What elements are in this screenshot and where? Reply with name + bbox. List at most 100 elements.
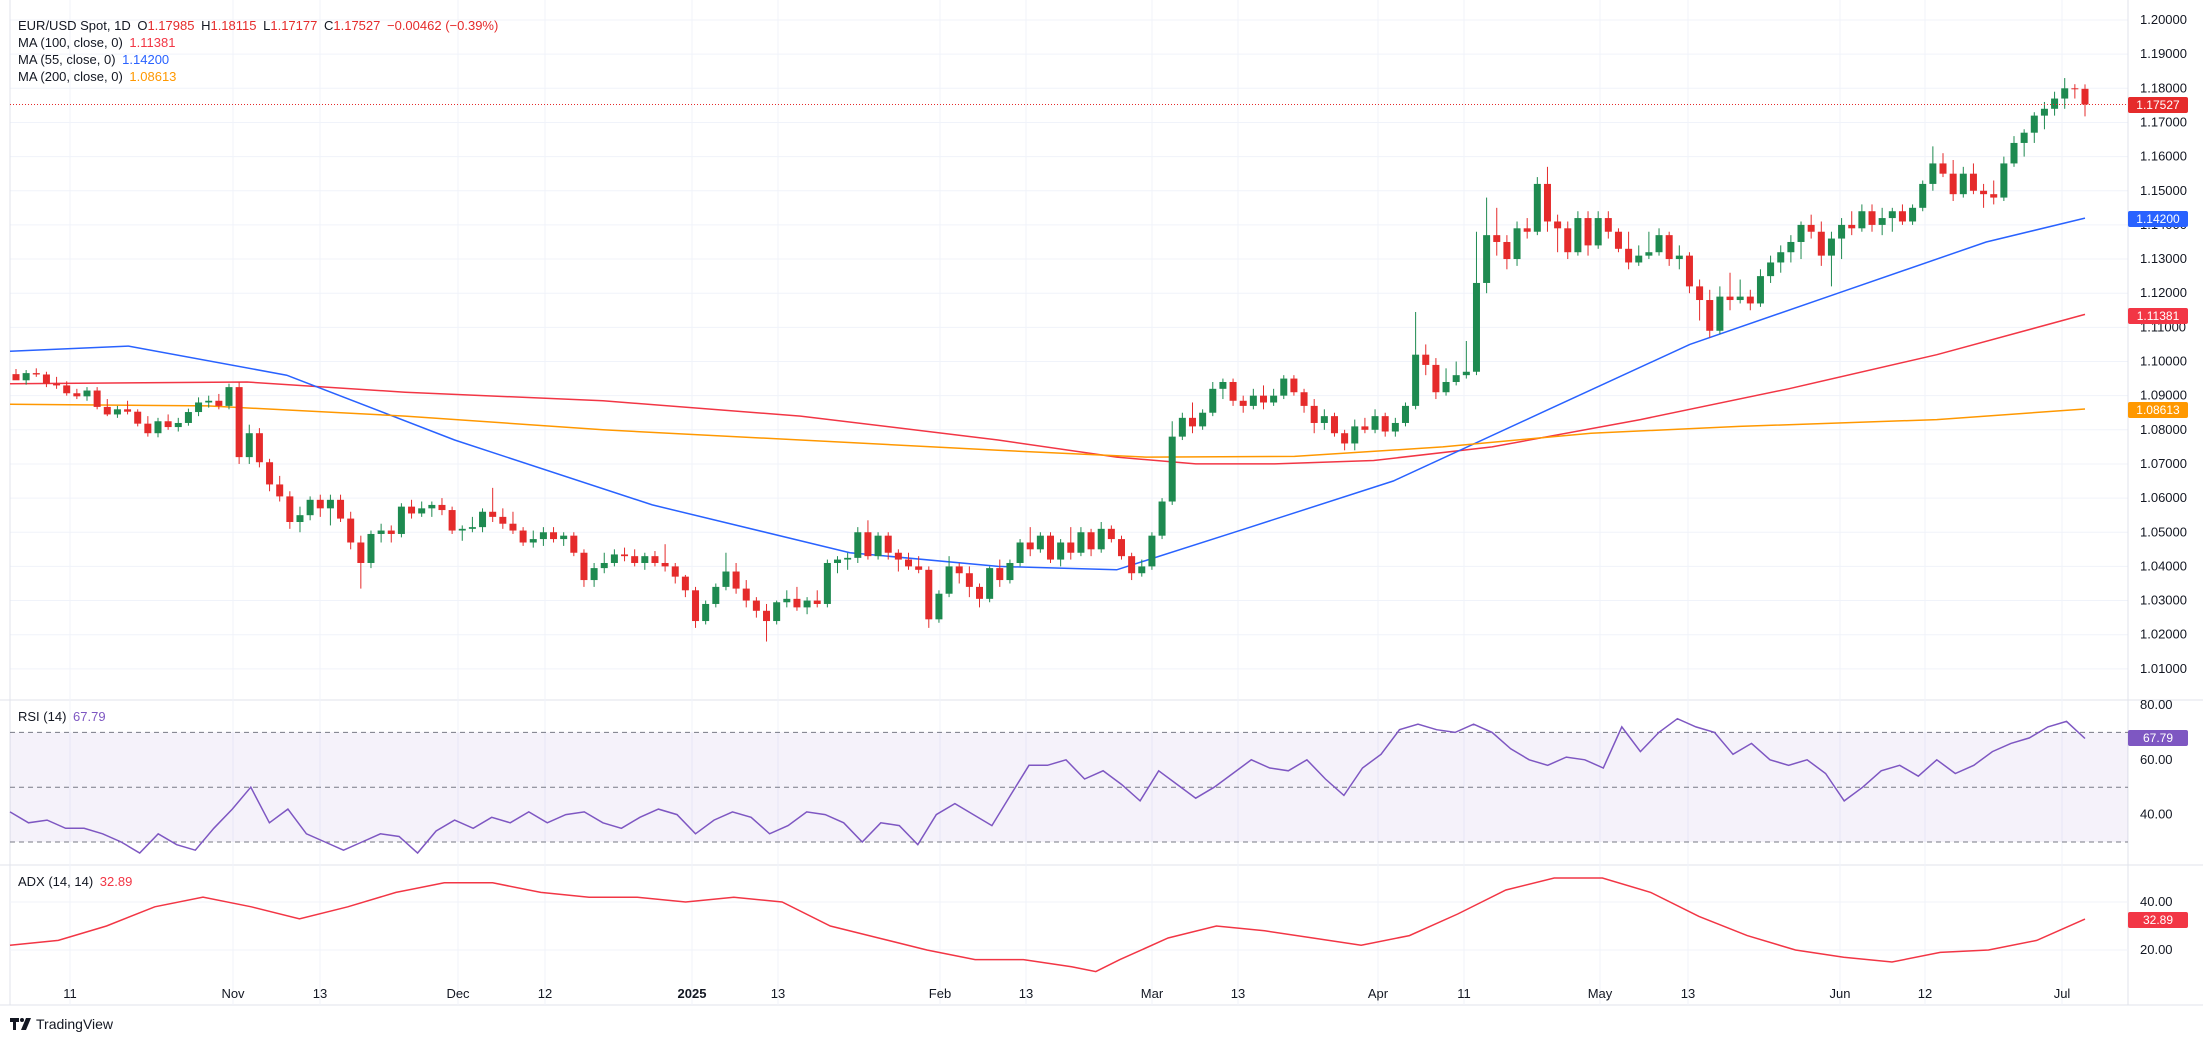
candle-body[interactable] (63, 385, 71, 394)
candle-body[interactable] (1523, 228, 1531, 232)
candle-body[interactable] (1554, 221, 1562, 229)
ma55-line[interactable] (9, 217, 2086, 571)
candle-body[interactable] (1878, 218, 1886, 225)
candle-body[interactable] (1188, 417, 1196, 427)
candle-body[interactable] (1036, 535, 1044, 550)
candle-body[interactable] (986, 568, 994, 599)
candle-body[interactable] (783, 598, 791, 603)
candle-body[interactable] (661, 562, 669, 567)
candle-body[interactable] (1574, 218, 1582, 253)
candle-body[interactable] (448, 510, 456, 531)
candle-body[interactable] (428, 504, 436, 509)
candle-body[interactable] (976, 586, 984, 599)
candle-body[interactable] (1635, 255, 1643, 263)
candle-body[interactable] (164, 421, 172, 428)
candle-body[interactable] (1249, 395, 1257, 406)
candle-body[interactable] (1330, 416, 1338, 434)
candle-body[interactable] (1827, 238, 1835, 256)
candle-body[interactable] (874, 535, 882, 557)
candle-body[interactable] (1756, 276, 1764, 304)
candle-body[interactable] (621, 554, 629, 557)
candle-body[interactable] (499, 516, 507, 524)
candle-body[interactable] (93, 390, 101, 407)
candle-body[interactable] (773, 602, 781, 622)
candle-body[interactable] (580, 552, 588, 581)
candle-body[interactable] (205, 400, 213, 403)
candle-body[interactable] (184, 412, 192, 423)
candle-body[interactable] (1685, 255, 1693, 287)
candle-body[interactable] (1361, 426, 1369, 430)
candle-body[interactable] (692, 590, 700, 622)
candle-body[interactable] (337, 499, 345, 519)
candle-body[interactable] (266, 462, 274, 485)
candle-body[interactable] (458, 528, 466, 531)
candle-body[interactable] (996, 568, 1004, 581)
candle-body[interactable] (519, 530, 527, 543)
candle-body[interactable] (1351, 426, 1359, 444)
candle-body[interactable] (124, 409, 132, 412)
candle-body[interactable] (296, 515, 304, 523)
candle-body[interactable] (316, 499, 324, 509)
candle-body[interactable] (1371, 416, 1379, 430)
candle-body[interactable] (915, 566, 923, 570)
candle-body[interactable] (367, 533, 375, 563)
candle-body[interactable] (1209, 388, 1217, 413)
rsi-line[interactable] (9, 717, 2086, 855)
candle-body[interactable] (1848, 224, 1856, 229)
candle-body[interactable] (2030, 115, 2038, 133)
candle-body[interactable] (539, 532, 547, 540)
candle-body[interactable] (722, 571, 730, 587)
candle-body[interactable] (884, 535, 892, 553)
candle-body[interactable] (1138, 566, 1146, 574)
candle-body[interactable] (742, 588, 750, 601)
candle-body[interactable] (1483, 235, 1491, 283)
candle-body[interactable] (134, 411, 142, 424)
tradingview-logo[interactable]: TradingView (10, 1016, 113, 1032)
candle-body[interactable] (326, 499, 334, 509)
candle-body[interactable] (1604, 218, 1612, 232)
candle-body[interactable] (590, 568, 598, 581)
candle-body[interactable] (1117, 539, 1125, 557)
candle-body[interactable] (489, 511, 497, 517)
candle-body[interactable] (1645, 252, 1653, 256)
candle-body[interactable] (955, 566, 963, 574)
candle-body[interactable] (1341, 433, 1349, 444)
candle-body[interactable] (925, 569, 933, 620)
candle-body[interactable] (1422, 354, 1430, 365)
candle-body[interactable] (245, 433, 253, 458)
candle-body[interactable] (1949, 173, 1957, 195)
candle-body[interactable] (752, 600, 760, 611)
candle-body[interactable] (1168, 436, 1176, 502)
candle-body[interactable] (1919, 183, 1927, 208)
candle-body[interactable] (83, 390, 91, 397)
candle-body[interactable] (377, 530, 385, 534)
candle-body[interactable] (610, 554, 618, 563)
candle-body[interactable] (276, 484, 284, 497)
candle-body[interactable] (1067, 542, 1075, 553)
candle-body[interactable] (1594, 218, 1602, 246)
candle-body[interactable] (1412, 354, 1420, 406)
candle-body[interactable] (1158, 501, 1166, 536)
candle-body[interactable] (32, 373, 40, 375)
candle-body[interactable] (1128, 556, 1136, 574)
candle-body[interactable] (387, 530, 395, 534)
candle-body[interactable] (1493, 235, 1501, 242)
candle-body[interactable] (834, 559, 842, 563)
candle-body[interactable] (732, 571, 740, 589)
candle-body[interactable] (103, 406, 111, 415)
candle-body[interactable] (1391, 422, 1399, 432)
candle-body[interactable] (1016, 542, 1024, 563)
candle-body[interactable] (53, 383, 61, 386)
candle-body[interactable] (1817, 231, 1825, 256)
candle-body[interactable] (1777, 252, 1785, 263)
candle-body[interactable] (73, 393, 81, 397)
candle-body[interactable] (509, 523, 517, 531)
candle-body[interactable] (793, 598, 801, 608)
candle-body[interactable] (1087, 532, 1095, 550)
candle-body[interactable] (1452, 375, 1460, 382)
candle-body[interactable] (1736, 296, 1744, 301)
candle-body[interactable] (255, 433, 263, 463)
candle-body[interactable] (702, 603, 710, 622)
candle-body[interactable] (1716, 296, 1724, 331)
